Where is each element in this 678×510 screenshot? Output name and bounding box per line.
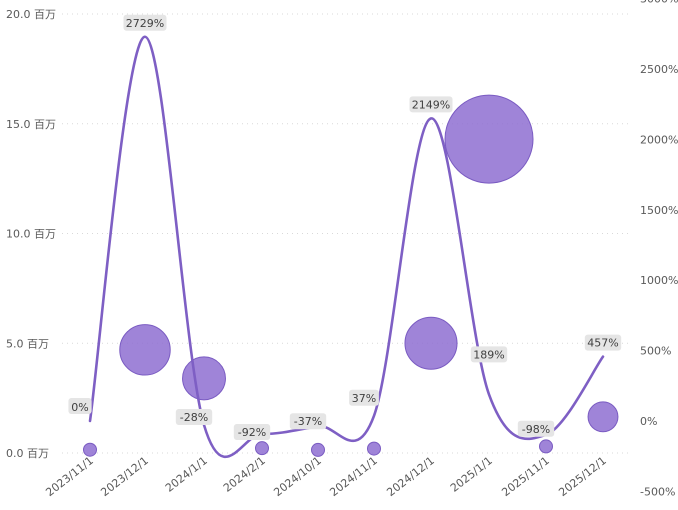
bubble-point — [444, 94, 534, 184]
svg-text:-92%: -92% — [238, 426, 266, 439]
x-tick-label: 2023/11/1 — [43, 454, 95, 499]
left-tick-label: 5.0 百万 — [6, 337, 49, 350]
bubble-series — [83, 94, 619, 457]
right-tick-label: 0% — [640, 415, 657, 428]
svg-text:2729%: 2729% — [126, 17, 164, 30]
right-tick-label: -500% — [640, 485, 675, 498]
bubble-point — [587, 401, 619, 433]
line-series — [88, 35, 605, 459]
right-tick-label: 3000% — [640, 0, 678, 6]
svg-text:-98%: -98% — [522, 423, 550, 436]
x-tick-label: 2025/12/1 — [556, 454, 608, 499]
left-tick-label: 10.0 百万 — [6, 228, 56, 241]
x-axis: 2023/11/1 2023/12/1 2024/1/1 2024/2/1 2024/1… — [43, 454, 608, 499]
line-data-label: 2149% — [409, 96, 453, 113]
left-tick-label: 0.0 百万 — [6, 447, 49, 460]
x-tick-label: 2024/1/1 — [163, 454, 210, 495]
gridlines — [62, 13, 628, 454]
bubble-point — [404, 316, 458, 370]
svg-text:37%: 37% — [352, 392, 376, 405]
x-tick-label: 2024/2/1 — [221, 454, 268, 495]
right-tick-label: 2500% — [640, 63, 678, 76]
right-tick-label: 1500% — [640, 204, 678, 217]
line-data-label: -92% — [233, 423, 271, 440]
bubble-point — [119, 324, 171, 376]
x-tick-label: 2023/12/1 — [98, 454, 150, 499]
line-data-label: -37% — [289, 413, 327, 430]
line-data-label: 2729% — [123, 14, 167, 31]
bubble-point — [83, 442, 97, 457]
svg-text:-37%: -37% — [294, 415, 322, 428]
right-tick-label: 500% — [640, 345, 671, 358]
data-labels: 0% 2729% -28% -92% -37% 37% 2149% 189% -98% 457% — [68, 14, 622, 440]
growth-line — [88, 35, 605, 459]
svg-text:457%: 457% — [587, 337, 618, 350]
right-y-axis: -500% 0% 500% 1000% 1500% 2000% 2500% 3000% — [640, 0, 678, 498]
x-tick-label: 2025/11/1 — [499, 454, 551, 499]
right-tick-label: 2000% — [640, 133, 678, 146]
x-tick-label: 2024/11/1 — [327, 454, 379, 499]
bubble-point — [255, 441, 269, 456]
svg-text:0%: 0% — [71, 401, 88, 414]
line-data-label: -28% — [175, 408, 213, 425]
line-data-label: 189% — [470, 346, 508, 363]
left-tick-label: 20.0 百万 — [6, 8, 56, 21]
line-data-label: -98% — [517, 420, 555, 437]
line-data-label: 37% — [349, 389, 379, 406]
bubble-point — [367, 441, 381, 456]
left-tick-label: 15.0 百万 — [6, 118, 56, 131]
svg-text:2149%: 2149% — [412, 98, 450, 111]
line-data-label: 457% — [584, 334, 622, 351]
x-tick-label: 2024/12/1 — [384, 454, 436, 499]
x-tick-label: 2024/10/1 — [271, 454, 323, 499]
left-y-axis: 0.0 百万 5.0 百万 10.0 百万 15.0 百万 20.0 百万 — [6, 8, 56, 460]
line-data-label: 0% — [68, 398, 92, 414]
bubble-point — [182, 356, 226, 401]
svg-text:189%: 189% — [473, 348, 504, 361]
bubble-point — [539, 439, 553, 454]
right-tick-label: 1000% — [640, 274, 678, 287]
x-tick-label: 2025/1/1 — [448, 454, 495, 495]
svg-text:-28%: -28% — [180, 411, 208, 424]
bubble-point — [311, 442, 325, 457]
